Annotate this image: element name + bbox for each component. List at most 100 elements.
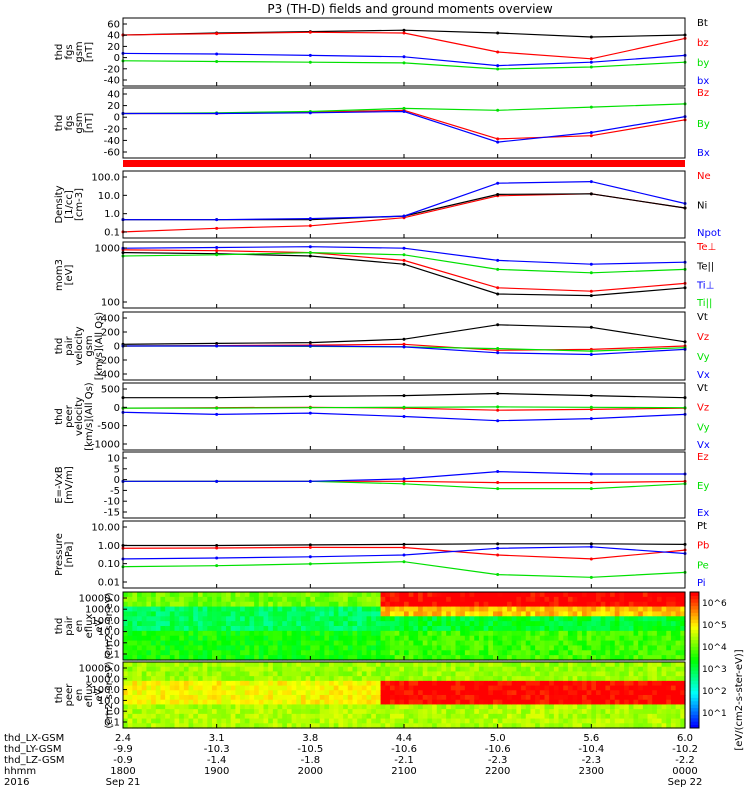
spectrogram-cell [389, 655, 396, 661]
spectrogram-cell [619, 601, 625, 608]
spectrogram-cell [577, 626, 583, 632]
spectrogram-cell [216, 655, 222, 661]
spectrogram-cell [483, 671, 489, 677]
spectrogram-cell [277, 606, 283, 613]
spectrogram-cell [404, 611, 410, 617]
spectrogram-cell [563, 621, 569, 627]
data-point [589, 192, 593, 196]
spectrogram-cell [277, 640, 283, 647]
data-point [308, 217, 312, 221]
spectrogram-cell [268, 723, 274, 729]
spectrogram-cell [244, 695, 251, 701]
spectrogram-cell [521, 713, 527, 720]
spectrogram-cell [244, 666, 251, 673]
spectrogram-cell [258, 621, 265, 627]
spectrogram-cell [408, 601, 414, 608]
spectrogram-cell [305, 718, 311, 724]
spectrogram-cell [633, 621, 639, 627]
spectrogram-cell [183, 645, 190, 651]
spectrogram-cell [296, 611, 302, 617]
spectrogram-cell [357, 655, 363, 661]
spectrogram-cell [300, 709, 307, 715]
spectrogram-cell [169, 676, 176, 682]
spectrogram-cell [474, 655, 480, 661]
spectrogram-cell [483, 596, 489, 603]
spectrogram-cell [179, 671, 185, 677]
spectrogram-cell [357, 685, 363, 691]
xaxis-value: 4.4 [396, 733, 412, 744]
spectrogram-cell [347, 718, 354, 724]
spectrogram-cell [497, 645, 503, 651]
spectrogram-cell [525, 666, 532, 673]
ylabel-line: (cm2-s-sr-eV) [104, 661, 115, 728]
spectrogram-cell [174, 611, 180, 617]
spectrogram-cell [216, 671, 222, 677]
spectrogram-cell [226, 635, 232, 642]
xaxis-value: 2100 [391, 766, 416, 777]
spectrogram-cell [469, 718, 475, 724]
spectrogram-cell [418, 596, 424, 603]
spectrogram-cell [230, 635, 236, 642]
spectrogram-cell [371, 723, 377, 729]
spectrogram-cell [614, 596, 621, 603]
spectrogram-cell [436, 699, 443, 706]
spectrogram-cell [572, 723, 578, 729]
spectrogram-cell [581, 611, 588, 617]
spectrogram-cell [127, 718, 133, 724]
spectrogram-cell [277, 680, 283, 687]
spectrogram-cell [539, 630, 546, 637]
spectrogram-cell [492, 695, 499, 701]
data-point [496, 267, 500, 271]
spectrogram-cell [404, 626, 410, 632]
spectrogram-cell [160, 606, 166, 613]
spectrogram-cell [478, 680, 485, 687]
spectrogram-cell [263, 695, 269, 701]
data-point [402, 553, 406, 557]
spectrogram-cell [596, 635, 602, 642]
spectrogram-cell [357, 690, 363, 696]
spectrogram-cell [357, 611, 363, 617]
spectrogram-cell [567, 695, 574, 701]
spectrogram-cell [272, 680, 279, 687]
spectrogram-cell [137, 680, 143, 687]
spectrogram-cell [553, 680, 560, 687]
spectrogram-cell [315, 626, 321, 632]
data-point [402, 258, 406, 262]
spectrogram-cell [614, 709, 621, 715]
spectrogram-cell [319, 666, 325, 673]
spectrogram-cell [146, 685, 152, 691]
spectrogram-cell [380, 616, 386, 622]
spectrogram-cell [488, 616, 494, 622]
spectrogram-cell [244, 718, 251, 724]
spectrogram-cell [563, 626, 569, 632]
spectrogram-cell [315, 606, 321, 613]
spectrogram-cell [235, 616, 241, 622]
spectrogram-cell [193, 611, 199, 617]
spectrogram-cell [347, 601, 354, 608]
spectrogram-cell [567, 666, 574, 673]
spectrogram-cell [502, 650, 508, 656]
spectrogram-cell [324, 685, 330, 691]
spectrogram-cell [123, 611, 129, 617]
spectrogram-cell [188, 611, 194, 617]
data-point [215, 249, 219, 253]
spectrogram-cell [530, 676, 536, 682]
spectrogram-cell [436, 690, 443, 696]
spectrogram-cell [357, 621, 363, 627]
spectrogram-cell [661, 699, 667, 706]
spectrogram-cell [577, 718, 583, 724]
spectrogram-cell [408, 709, 414, 715]
spectrogram-cell [347, 713, 354, 720]
spectrogram-cell [230, 655, 236, 661]
spectrogram-cell [202, 606, 208, 613]
spectrogram-cell [586, 601, 592, 608]
spectrogram-cell [357, 606, 363, 613]
spectrogram-cell [160, 695, 166, 701]
spectrogram-cell [656, 680, 663, 687]
spectrogram-cell [127, 606, 133, 613]
spectrogram-cell [549, 635, 555, 642]
spectrogram-cell [291, 650, 297, 656]
spectrogram-cell [141, 671, 148, 677]
xaxis-value: 5.6 [583, 733, 599, 744]
data-point [402, 337, 406, 341]
